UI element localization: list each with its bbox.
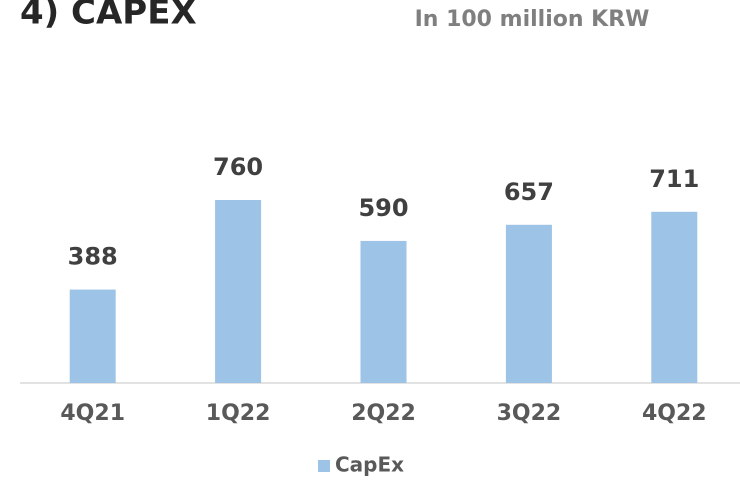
bar — [360, 240, 407, 383]
data-label: 711 — [649, 165, 699, 193]
data-label: 760 — [213, 153, 263, 181]
bar — [215, 199, 262, 383]
data-label: 388 — [68, 243, 118, 271]
x-tick-label: 4Q22 — [642, 401, 707, 426]
bar — [505, 224, 552, 383]
x-tick-label: 2Q22 — [351, 401, 416, 426]
chart-title: 4) CAPEX — [20, 0, 197, 33]
data-label: 657 — [504, 178, 554, 206]
legend-swatch — [318, 460, 330, 472]
x-tick-label: 4Q21 — [60, 401, 125, 426]
chart-subtitle: In 100 million KRW — [415, 7, 650, 32]
data-label: 590 — [358, 194, 408, 222]
legend-label: CapEx — [335, 453, 404, 477]
x-tick-label: 1Q22 — [206, 401, 271, 426]
x-tick-label: 3Q22 — [497, 401, 562, 426]
bar — [69, 289, 116, 383]
bar — [651, 211, 698, 383]
